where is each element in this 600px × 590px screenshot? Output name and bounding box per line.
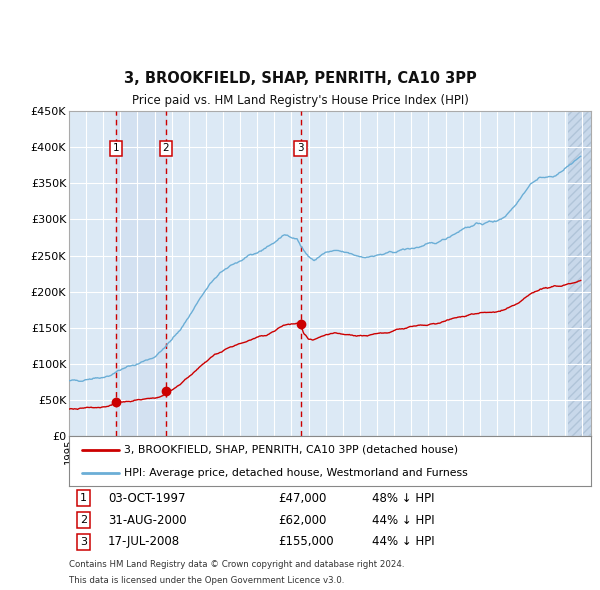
Text: 48% ↓ HPI: 48% ↓ HPI — [372, 492, 434, 505]
Text: 3, BROOKFIELD, SHAP, PENRITH, CA10 3PP (detached house): 3, BROOKFIELD, SHAP, PENRITH, CA10 3PP (… — [124, 445, 458, 455]
Text: 03-OCT-1997: 03-OCT-1997 — [108, 492, 185, 505]
Text: £155,000: £155,000 — [278, 535, 334, 548]
Text: £47,000: £47,000 — [278, 492, 326, 505]
Text: 1: 1 — [113, 143, 119, 153]
Text: Contains HM Land Registry data © Crown copyright and database right 2024.: Contains HM Land Registry data © Crown c… — [69, 560, 404, 569]
Text: 2: 2 — [163, 143, 169, 153]
Text: 44% ↓ HPI: 44% ↓ HPI — [372, 514, 434, 527]
Text: 2: 2 — [80, 515, 87, 525]
Text: 3: 3 — [80, 537, 87, 547]
Text: 31-AUG-2000: 31-AUG-2000 — [108, 514, 187, 527]
Text: HPI: Average price, detached house, Westmorland and Furness: HPI: Average price, detached house, West… — [124, 468, 467, 477]
Bar — [568, 111, 591, 436]
Text: 44% ↓ HPI: 44% ↓ HPI — [372, 535, 434, 548]
Text: 3: 3 — [298, 143, 304, 153]
Text: 1: 1 — [80, 493, 87, 503]
Text: Price paid vs. HM Land Registry's House Price Index (HPI): Price paid vs. HM Land Registry's House … — [131, 94, 469, 107]
Text: £62,000: £62,000 — [278, 514, 326, 527]
Text: 3, BROOKFIELD, SHAP, PENRITH, CA10 3PP: 3, BROOKFIELD, SHAP, PENRITH, CA10 3PP — [124, 71, 476, 86]
Text: This data is licensed under the Open Government Licence v3.0.: This data is licensed under the Open Gov… — [69, 576, 344, 585]
Bar — [116, 111, 166, 436]
Text: 17-JUL-2008: 17-JUL-2008 — [108, 535, 180, 548]
